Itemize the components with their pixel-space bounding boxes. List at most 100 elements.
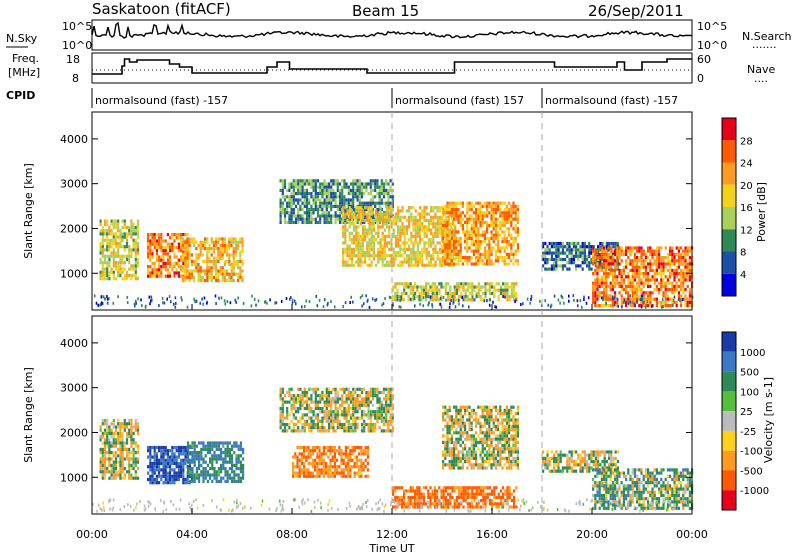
- heatmap-cell: [336, 397, 339, 401]
- heatmap-cell: [530, 295, 533, 298]
- heatmap-cell: [570, 261, 573, 265]
- heatmap-cell: [446, 233, 449, 237]
- heatmap-cell: [114, 425, 118, 429]
- heatmap-cell: [110, 238, 113, 242]
- heatmap-cell: [497, 249, 500, 253]
- heatmap-cell: [398, 295, 401, 299]
- heatmap-cell: [357, 241, 360, 245]
- heatmap-cell: [503, 256, 506, 260]
- heatmap-cell: [108, 438, 111, 442]
- heatmap-cell: [338, 217, 342, 221]
- heatmap-cell: [347, 192, 350, 196]
- heatmap-cell: [286, 429, 289, 433]
- heatmap-cell: [555, 248, 558, 252]
- heatmap-cell: [391, 188, 394, 192]
- heatmap-cell: [505, 236, 508, 240]
- heatmap-cell: [583, 241, 586, 246]
- heatmap-cell: [512, 243, 515, 247]
- heatmap-cell: [215, 460, 218, 464]
- heatmap-cell: [110, 473, 113, 477]
- heatmap-cell: [161, 296, 164, 300]
- heatmap-cell: [553, 257, 556, 262]
- heatmap-cell: [561, 264, 564, 268]
- heatmap-cell: [597, 251, 600, 255]
- heatmap-cell: [164, 249, 167, 253]
- heatmap-cell: [297, 387, 300, 391]
- heatmap-cell: [455, 256, 458, 260]
- heatmap-cell: [486, 224, 489, 228]
- heatmap-cell: [319, 201, 322, 205]
- heatmap-cell: [158, 274, 161, 278]
- heatmap-cell: [472, 227, 475, 231]
- heatmap-cell: [506, 282, 509, 286]
- heatmap-cell: [625, 246, 628, 250]
- heatmap-cell: [358, 403, 361, 407]
- heatmap-cell: [162, 449, 165, 453]
- heatmap-cell: [123, 425, 126, 429]
- heatmap-cell: [158, 265, 161, 269]
- heatmap-cell: [345, 214, 348, 218]
- heatmap-cell: [408, 244, 411, 248]
- heatmap-cell: [101, 476, 104, 480]
- heatmap-cell: [566, 254, 569, 258]
- heatmap-cell: [114, 457, 118, 461]
- heatmap-cell: [360, 387, 364, 391]
- heatmap-cell: [408, 215, 411, 219]
- heatmap-cell: [346, 244, 349, 248]
- heatmap-cell: [419, 238, 422, 242]
- heatmap-cell: [125, 422, 129, 426]
- heatmap-cell: [390, 238, 393, 242]
- heatmap-cell: [368, 244, 371, 248]
- heatmap-cell: [314, 208, 317, 212]
- heatmap-cell: [381, 231, 384, 235]
- heatmap-cell: [355, 260, 358, 264]
- heatmap-cell: [305, 204, 309, 208]
- heatmap-cell: [319, 182, 322, 186]
- heatmap-cell: [106, 219, 109, 223]
- heatmap-cell: [110, 241, 113, 246]
- heatmap-cell: [149, 255, 152, 259]
- heatmap-cell: [119, 235, 122, 239]
- heatmap-cell: [441, 206, 444, 210]
- heatmap-cell: [564, 245, 567, 249]
- heatmap-cell: [308, 416, 311, 420]
- heatmap-cell: [103, 422, 107, 426]
- heatmap-cell: [314, 397, 317, 401]
- heatmap-cell: [369, 400, 372, 404]
- heatmap-cell: [291, 301, 294, 305]
- heatmap-cell: [568, 251, 571, 255]
- heatmap-cell: [128, 435, 131, 439]
- heatmap-cell: [588, 241, 591, 246]
- heatmap-cell: [484, 288, 487, 292]
- heatmap-cell: [466, 295, 469, 299]
- heatmap-cell: [557, 251, 560, 255]
- heatmap-cell: [182, 279, 185, 283]
- heatmap-cell: [375, 238, 378, 242]
- heatmap-cell: [103, 473, 107, 477]
- heatmap-cell: [359, 222, 362, 226]
- heatmap-cell: [106, 457, 109, 461]
- heatmap-cell: [292, 179, 295, 183]
- heatmap-cell: [130, 431, 133, 435]
- heatmap-cell: [684, 268, 687, 272]
- heatmap-cell: [303, 406, 306, 411]
- heatmap-cell: [441, 218, 444, 223]
- heatmap-cell: [559, 241, 562, 246]
- heatmap-cell: [629, 268, 632, 272]
- heatmap-cell: [625, 249, 628, 253]
- heatmap-cell: [316, 400, 320, 404]
- heatmap-cell: [499, 233, 502, 237]
- heatmap-cell: [314, 400, 317, 404]
- heatmap-cell: [160, 271, 163, 275]
- heatmap-cell: [153, 242, 156, 246]
- heatmap-cell: [327, 185, 331, 189]
- heatmap-cell: [121, 476, 124, 480]
- heatmap-cell: [620, 284, 623, 288]
- heatmap-cell: [473, 298, 476, 302]
- heatmap-cell: [286, 390, 289, 395]
- heatmap-cell: [391, 182, 394, 186]
- heatmap-cell: [164, 474, 167, 478]
- heatmap-cell: [598, 278, 601, 282]
- heatmap-cell: [101, 467, 104, 471]
- heatmap-cell: [166, 461, 169, 466]
